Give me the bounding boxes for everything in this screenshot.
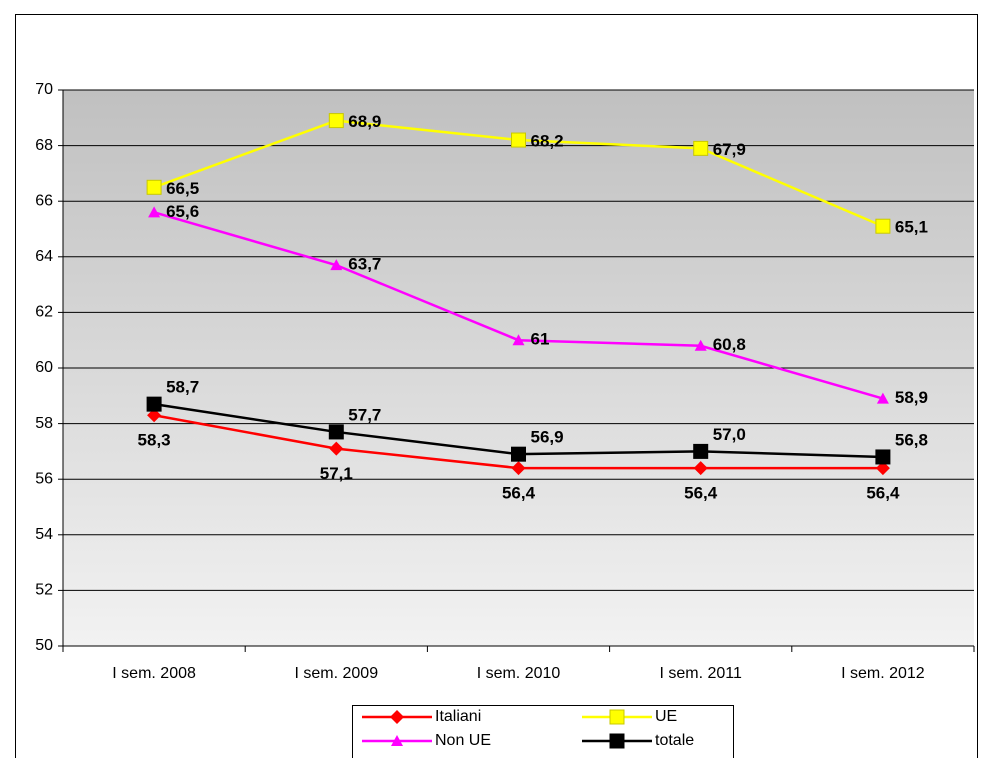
- legend: [352, 705, 734, 758]
- x-tick-label: I sem. 2012: [841, 665, 925, 682]
- x-tick-label: I sem. 2010: [477, 665, 561, 682]
- y-tick-label: 66: [35, 192, 53, 209]
- data-label: 56,4: [866, 484, 900, 503]
- y-tick-label: 62: [35, 304, 53, 321]
- data-label: 57,7: [348, 405, 381, 424]
- data-label: 56,4: [502, 484, 536, 503]
- data-point: [328, 424, 344, 440]
- y-tick-label: 54: [35, 526, 53, 543]
- y-tick-label: 68: [35, 137, 53, 154]
- data-label: 61: [531, 330, 550, 349]
- y-tick-label: 56: [35, 470, 53, 487]
- x-tick-label: I sem. 2008: [112, 665, 196, 682]
- data-label: 60,8: [713, 335, 746, 354]
- data-label: 63,7: [348, 255, 381, 274]
- y-tick-label: 52: [35, 582, 53, 599]
- legend-marker: [390, 710, 404, 724]
- legend-marker: [609, 733, 625, 749]
- data-label: 68,9: [348, 112, 381, 131]
- x-tick-label: I sem. 2009: [294, 665, 378, 682]
- y-tick-label: 64: [35, 248, 53, 265]
- data-label: 58,9: [895, 388, 928, 407]
- data-point: [693, 443, 709, 459]
- data-label: 58,3: [138, 431, 171, 450]
- data-point: [146, 396, 162, 412]
- data-point: [875, 461, 890, 476]
- y-tick-label: 58: [35, 415, 53, 432]
- data-label: 56,4: [684, 484, 718, 503]
- data-label: 58,7: [166, 378, 199, 397]
- data-point: [330, 259, 343, 271]
- data-point: [511, 446, 526, 462]
- legend-label: Italiani: [435, 708, 481, 725]
- data-point: [512, 334, 525, 346]
- legend-marker: [391, 735, 403, 746]
- data-point: [511, 461, 526, 476]
- data-point: [693, 461, 708, 476]
- chart-border: [15, 14, 978, 758]
- y-tick-label: 60: [35, 359, 53, 376]
- data-label: 67,9: [713, 140, 746, 159]
- data-point: [693, 140, 709, 156]
- data-label: 57,0: [713, 425, 746, 444]
- data-label: 65,1: [895, 218, 928, 237]
- y-tick-label: 70: [35, 81, 53, 98]
- data-point: [329, 441, 344, 456]
- data-point: [146, 179, 162, 195]
- legend-label: UE: [655, 708, 677, 725]
- data-point: [147, 408, 162, 423]
- data-point: [876, 392, 889, 404]
- data-point: [694, 339, 707, 351]
- data-label: 68,2: [531, 132, 564, 151]
- legend-label: totale: [655, 732, 694, 749]
- data-label: 57,1: [320, 464, 353, 483]
- legend-marker: [609, 709, 625, 725]
- data-label: 56,9: [531, 428, 564, 447]
- data-point: [875, 218, 891, 234]
- data-point: [148, 206, 161, 218]
- data-point: [328, 113, 344, 129]
- data-point: [511, 132, 526, 148]
- data-point: [875, 449, 891, 465]
- data-label: 66,5: [166, 179, 199, 198]
- y-tick-label: 50: [35, 637, 53, 654]
- data-label: 65,6: [166, 202, 199, 221]
- legend-label: Non UE: [435, 732, 491, 749]
- data-label: 56,8: [895, 430, 928, 449]
- x-tick-label: I sem. 2011: [659, 665, 742, 682]
